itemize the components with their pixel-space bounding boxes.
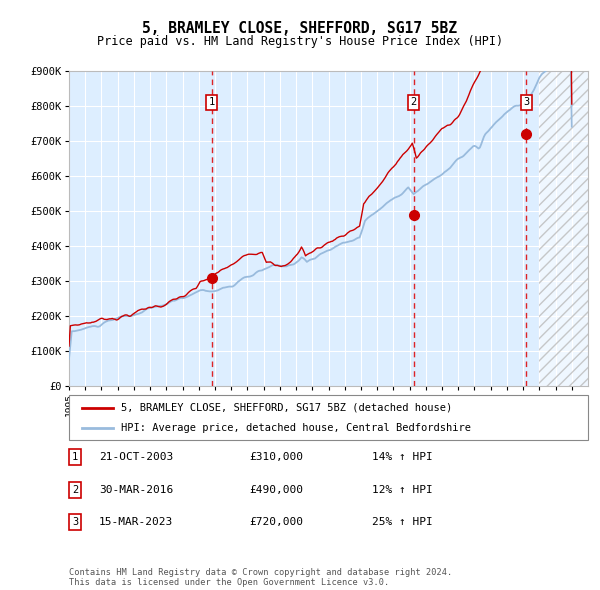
Text: 5, BRAMLEY CLOSE, SHEFFORD, SG17 5BZ (detached house): 5, BRAMLEY CLOSE, SHEFFORD, SG17 5BZ (de… xyxy=(121,403,452,412)
Text: 15-MAR-2023: 15-MAR-2023 xyxy=(99,517,173,527)
Text: 21-OCT-2003: 21-OCT-2003 xyxy=(99,453,173,462)
Text: £490,000: £490,000 xyxy=(249,485,303,494)
Text: £720,000: £720,000 xyxy=(249,517,303,527)
Text: 3: 3 xyxy=(523,97,529,107)
Text: 2: 2 xyxy=(410,97,417,107)
Text: 5, BRAMLEY CLOSE, SHEFFORD, SG17 5BZ: 5, BRAMLEY CLOSE, SHEFFORD, SG17 5BZ xyxy=(143,21,458,35)
Text: 25% ↑ HPI: 25% ↑ HPI xyxy=(372,517,433,527)
Text: 3: 3 xyxy=(72,517,78,527)
Text: 1: 1 xyxy=(72,453,78,462)
Text: 14% ↑ HPI: 14% ↑ HPI xyxy=(372,453,433,462)
Text: 12% ↑ HPI: 12% ↑ HPI xyxy=(372,485,433,494)
Bar xyxy=(539,71,588,386)
Bar xyxy=(539,71,588,386)
Text: 2: 2 xyxy=(72,485,78,494)
Text: £310,000: £310,000 xyxy=(249,453,303,462)
Text: 1: 1 xyxy=(209,97,215,107)
Text: HPI: Average price, detached house, Central Bedfordshire: HPI: Average price, detached house, Cent… xyxy=(121,424,471,434)
Text: Price paid vs. HM Land Registry's House Price Index (HPI): Price paid vs. HM Land Registry's House … xyxy=(97,35,503,48)
Text: Contains HM Land Registry data © Crown copyright and database right 2024.
This d: Contains HM Land Registry data © Crown c… xyxy=(69,568,452,587)
Text: 30-MAR-2016: 30-MAR-2016 xyxy=(99,485,173,494)
